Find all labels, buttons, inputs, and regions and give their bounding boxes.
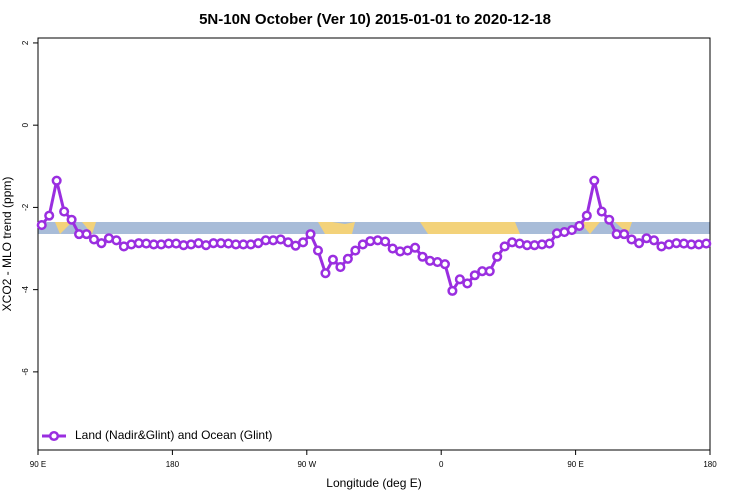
y-tick-label: -6 — [21, 368, 30, 376]
x-tick-label: 90 E — [30, 460, 46, 469]
data-point — [454, 274, 465, 285]
data-point — [342, 253, 353, 264]
x-tick-label: 90 E — [567, 460, 583, 469]
data-point — [648, 235, 660, 246]
data-point — [581, 210, 592, 221]
data-point — [298, 237, 309, 248]
data-point — [462, 278, 473, 289]
data-point — [51, 175, 62, 186]
data-point — [619, 229, 630, 240]
y-tick-label: -2 — [21, 203, 30, 211]
map-strip — [38, 222, 710, 234]
data-point — [626, 234, 637, 245]
land-patch — [580, 222, 632, 234]
ocean-band — [38, 222, 710, 234]
data-point — [96, 238, 107, 249]
y-tick-label: 2 — [21, 40, 30, 45]
x-tick-label: 0 — [439, 460, 444, 469]
land-patch — [420, 222, 520, 234]
land-patch — [318, 222, 355, 234]
data-point — [327, 254, 338, 265]
data-point — [604, 214, 615, 225]
data-point — [350, 245, 361, 256]
data-point — [484, 266, 495, 277]
legend-label: Land (Nadir&Glint) and Ocean (Glint) — [75, 428, 272, 442]
data-point — [320, 268, 331, 279]
y-tick-label: -4 — [21, 286, 30, 294]
data-point — [335, 261, 346, 273]
data-point — [634, 238, 645, 249]
data-point — [36, 220, 47, 231]
x-axis-label: Longitude (deg E) — [326, 476, 421, 490]
x-tick-label: 180 — [703, 460, 717, 469]
data-point — [439, 259, 450, 270]
series-line — [40, 180, 707, 295]
data-point — [596, 206, 607, 217]
data-point — [44, 210, 55, 221]
data-point — [81, 229, 92, 240]
y-axis-label: XCO2 - MLO trend (ppm) — [0, 177, 14, 312]
data-point — [88, 234, 100, 245]
data-point — [589, 175, 600, 186]
data-point — [59, 206, 70, 217]
data-point — [544, 238, 555, 249]
data-point — [492, 251, 503, 262]
y-tick-label: 0 — [21, 122, 30, 127]
data-point — [410, 242, 421, 253]
data-point — [312, 245, 324, 256]
data-point — [447, 285, 458, 296]
data-point — [469, 270, 480, 281]
legend-marker — [48, 430, 60, 442]
data-point — [380, 236, 391, 247]
data-point — [66, 214, 77, 225]
data-point — [111, 235, 122, 246]
x-tick-label: 90 W — [297, 460, 316, 469]
data-point — [499, 241, 510, 252]
land-patch — [55, 222, 96, 234]
data-point — [701, 238, 712, 249]
x-tick-label: 180 — [166, 460, 180, 469]
data-point — [305, 229, 316, 240]
data-point — [574, 220, 585, 231]
data-point — [566, 224, 577, 236]
chart-title: 5N-10N October (Ver 10) 2015-01-01 to 20… — [199, 11, 551, 28]
data-point — [417, 251, 428, 262]
